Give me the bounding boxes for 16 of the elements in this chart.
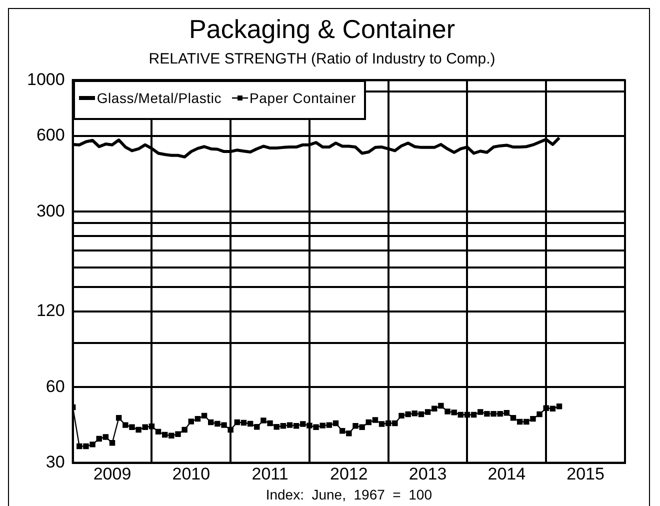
x-tick-label: 2010: [172, 464, 210, 484]
legend-label: Glass/Metal/Plastic: [96, 90, 222, 106]
y-tick-label: 60: [46, 376, 65, 396]
y-tick-label: 300: [36, 201, 65, 220]
x-tick-label: 2013: [408, 464, 447, 484]
y-tick-label: 30: [46, 452, 65, 472]
chart-title: Packaging & Container: [189, 14, 456, 44]
y-tick-label: 1000: [26, 70, 65, 89]
x-tick-label: 2011: [252, 464, 288, 484]
x-tick-label: 2014: [488, 464, 526, 484]
legend-label: Paper Container: [250, 90, 356, 106]
x-tick-label: 2009: [93, 464, 132, 484]
y-tick-label: 600: [36, 126, 65, 145]
x-tick-label: 2015: [566, 464, 604, 484]
x-tick-label: 2012: [330, 464, 368, 484]
y-tick-label: 120: [36, 301, 65, 320]
